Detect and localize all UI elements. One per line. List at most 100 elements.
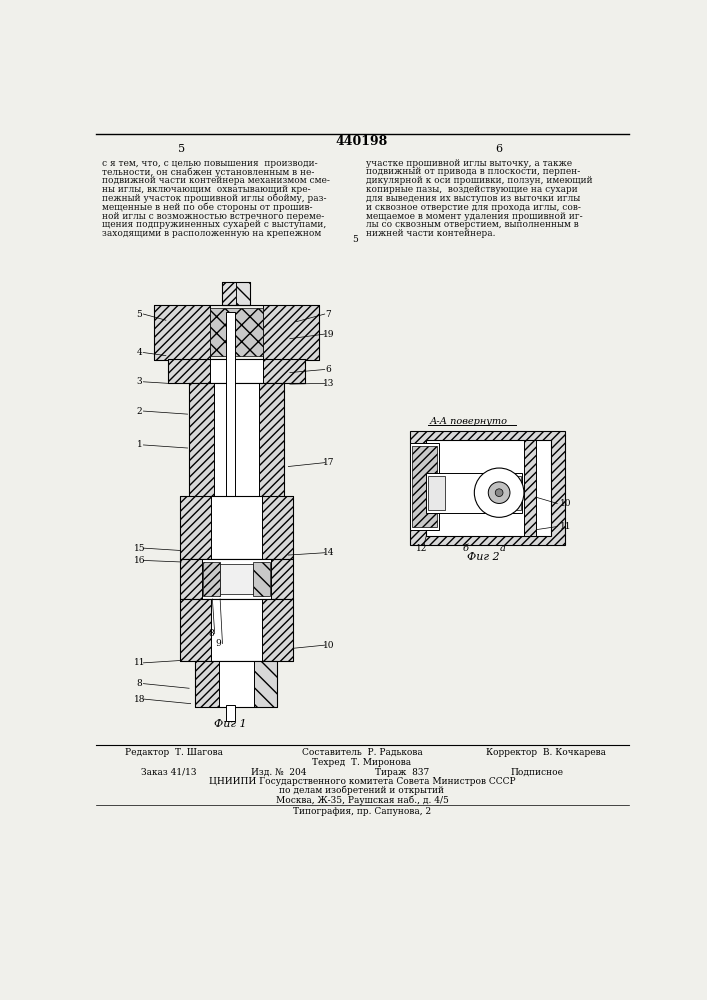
Bar — [263, 305, 319, 360]
Text: 2: 2 — [136, 407, 142, 416]
Text: 5: 5 — [136, 310, 143, 319]
Circle shape — [474, 468, 524, 517]
Bar — [168, 359, 305, 383]
Text: 7: 7 — [326, 310, 332, 319]
Bar — [195, 661, 218, 707]
Bar — [235, 282, 250, 305]
Text: ны иглы, включающим  охватывающий кре-: ны иглы, включающим охватывающий кре- — [103, 185, 311, 194]
Text: 5: 5 — [178, 144, 185, 154]
Bar — [189, 383, 284, 497]
Text: 19: 19 — [323, 330, 334, 339]
Text: 6: 6 — [496, 144, 503, 154]
Text: мещаемое в момент удаления прошивной иг-: мещаемое в момент удаления прошивной иг- — [366, 212, 583, 221]
Text: 6: 6 — [326, 365, 332, 374]
Text: 12: 12 — [416, 544, 427, 553]
Text: и сквозное отверстие для прохода иглы, сов-: и сквозное отверстие для прохода иглы, с… — [366, 203, 580, 212]
Text: щения подпружиненных сухарей с выступами,: щения подпружиненных сухарей с выступами… — [103, 220, 327, 229]
Bar — [180, 559, 201, 599]
Bar — [180, 496, 211, 559]
Text: Составитель  Р. Радькова: Составитель Р. Радькова — [302, 748, 422, 757]
Bar — [412, 446, 437, 527]
Bar — [180, 599, 293, 661]
Text: тельности, он снабжен установленным в не-: тельности, он снабжен установленным в не… — [103, 167, 315, 177]
Text: 9: 9 — [216, 639, 221, 648]
Text: 10: 10 — [559, 499, 571, 508]
Bar — [180, 496, 293, 559]
Bar — [210, 359, 263, 383]
Text: пежный участок прошивной иглы обойму, раз-: пежный участок прошивной иглы обойму, ра… — [103, 194, 327, 203]
Text: для выведения их выступов из выточки иглы: для выведения их выступов из выточки игл… — [366, 194, 580, 203]
Text: Заказ 41/13: Заказ 41/13 — [141, 768, 197, 777]
Bar — [211, 496, 262, 559]
Bar — [195, 661, 277, 707]
Bar — [154, 305, 210, 360]
Text: нижней части контейнера.: нижней части контейнера. — [366, 229, 496, 238]
Bar — [262, 496, 293, 559]
Bar — [426, 440, 551, 536]
Text: Изд. №  204: Изд. № 204 — [251, 768, 307, 777]
Text: копирные пазы,  воздействующие на сухари: копирные пазы, воздействующие на сухари — [366, 185, 578, 194]
Text: участке прошивной иглы выточку, а также: участке прошивной иглы выточку, а также — [366, 158, 572, 167]
Text: б: б — [463, 544, 469, 553]
Bar — [263, 359, 305, 383]
Text: подвижной части контейнера механизмом сме-: подвижной части контейнера механизмом см… — [103, 176, 330, 185]
Text: 8: 8 — [208, 629, 214, 638]
Text: Типография, пр. Сапунова, 2: Типография, пр. Сапунова, 2 — [293, 807, 431, 816]
Text: мещенные в ней по обе стороны от прошив-: мещенные в ней по обе стороны от прошив- — [103, 203, 312, 212]
Text: 13: 13 — [323, 379, 334, 388]
Text: Подписное: Подписное — [510, 768, 563, 777]
Text: ной иглы с возможностью встречного переме-: ной иглы с возможностью встречного перем… — [103, 212, 325, 221]
Text: Тираж  837: Тираж 837 — [375, 768, 429, 777]
Bar — [410, 431, 565, 545]
Bar — [211, 599, 262, 661]
Text: а: а — [500, 544, 506, 553]
Text: 14: 14 — [323, 548, 334, 557]
Bar — [201, 559, 271, 599]
Bar — [189, 383, 214, 497]
Text: 16: 16 — [134, 556, 145, 565]
Bar — [262, 599, 293, 661]
Text: Фиг 2: Фиг 2 — [467, 552, 500, 562]
Text: ЦНИИПИ Государственного комитета Совета Министров СССР: ЦНИИПИ Государственного комитета Совета … — [209, 777, 515, 786]
Text: по делам изобретений и открытий: по делам изобретений и открытий — [279, 786, 445, 795]
Text: 11: 11 — [559, 522, 571, 531]
Bar — [222, 282, 250, 305]
Bar — [218, 661, 255, 707]
Text: лы со сквозным отверстием, выполненным в: лы со сквозным отверстием, выполненным в — [366, 220, 578, 229]
Bar — [426, 473, 522, 513]
Text: А-А повернуто: А-А повернуто — [429, 417, 508, 426]
Text: 15: 15 — [134, 544, 146, 553]
Bar — [210, 308, 263, 356]
Text: 8: 8 — [136, 679, 142, 688]
Text: 18: 18 — [134, 695, 145, 704]
Text: 440198: 440198 — [336, 135, 388, 148]
Circle shape — [489, 482, 510, 503]
Bar — [271, 559, 293, 599]
Text: заходящими в расположенную на крепежном: заходящими в расположенную на крепежном — [103, 229, 322, 238]
Bar — [168, 359, 210, 383]
Text: Корректор  В. Кочкарева: Корректор В. Кочкарева — [486, 748, 606, 757]
Bar — [255, 661, 277, 707]
Bar — [214, 383, 259, 497]
Text: Москва, Ж-35, Раушская наб., д. 4/5: Москва, Ж-35, Раушская наб., д. 4/5 — [276, 795, 448, 805]
Bar — [220, 564, 252, 594]
Bar — [222, 282, 235, 305]
Text: Редактор  Т. Шагова: Редактор Т. Шагова — [124, 748, 223, 757]
Bar — [180, 559, 293, 599]
Bar — [410, 443, 440, 530]
Bar — [507, 476, 521, 510]
Bar — [428, 476, 445, 510]
Text: 4: 4 — [136, 348, 142, 357]
Text: Техред  Т. Миронова: Техред Т. Миронова — [312, 758, 411, 767]
Text: 10: 10 — [323, 641, 334, 650]
Bar — [524, 440, 535, 536]
Text: 5: 5 — [352, 235, 358, 244]
Bar — [252, 562, 270, 596]
Bar — [154, 305, 319, 360]
Bar — [203, 562, 220, 596]
Bar — [226, 705, 235, 721]
Text: дикулярной к оси прошивки, ползун, имеющий: дикулярной к оси прошивки, ползун, имеющ… — [366, 176, 592, 185]
Text: 11: 11 — [134, 658, 145, 667]
Text: Фиг 1: Фиг 1 — [214, 719, 247, 729]
Bar — [180, 599, 211, 661]
